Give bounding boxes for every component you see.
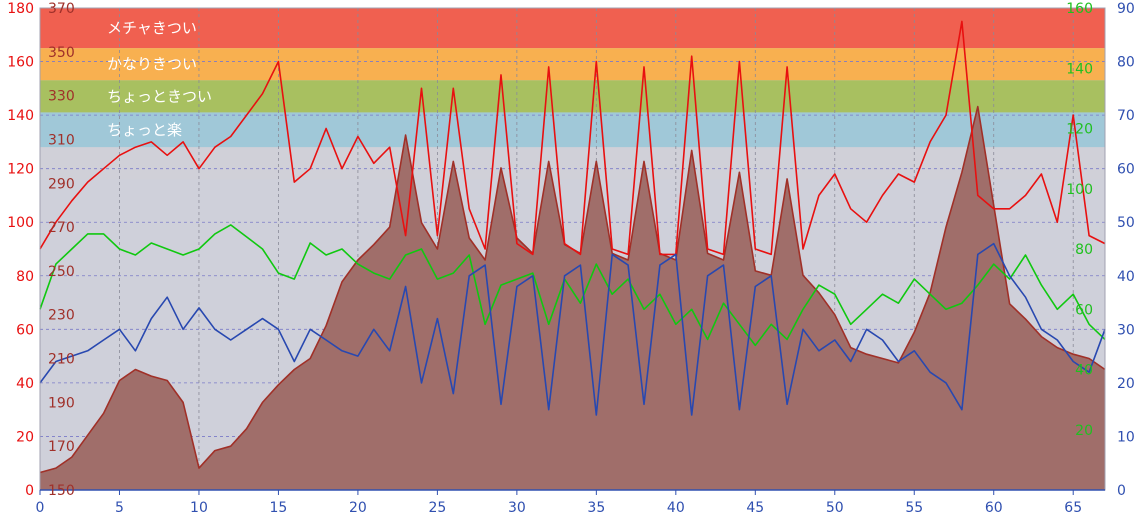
effort-zones: [40, 8, 1105, 180]
inner-left-tick-2: 190: [48, 395, 75, 411]
x-tick-5: 25: [428, 500, 446, 516]
zone-band-3: [40, 112, 1105, 148]
x-tick-4: 20: [349, 500, 367, 516]
x-tick-11: 55: [905, 500, 923, 516]
left-tick-4: 80: [16, 269, 34, 285]
x-tick-3: 15: [270, 500, 288, 516]
inner-left-tick-8: 310: [48, 132, 75, 148]
x-tick-13: 65: [1064, 500, 1082, 516]
x-tick-12: 60: [985, 500, 1003, 516]
right-blue-tick-2: 20: [1117, 376, 1135, 392]
zone-band-0: [40, 8, 1105, 49]
right-blue-tick-4: 40: [1117, 269, 1135, 285]
zone-label-1: かなりきつい: [107, 55, 197, 73]
series-line-3: [39, 242, 1106, 416]
zone-band-4: [40, 147, 1105, 180]
right-blue-tick-9: 90: [1117, 1, 1135, 17]
zone-label-0: メチャきつい: [107, 19, 197, 37]
right-green-tick-5: 120: [1066, 122, 1093, 138]
right-green-tick-2: 60: [1075, 302, 1093, 318]
right-blue-tick-0: 0: [1117, 483, 1126, 499]
left-tick-7: 140: [7, 108, 34, 124]
right-blue-tick-7: 70: [1117, 108, 1135, 124]
inner-left-tick-0: 150: [48, 483, 75, 499]
left-tick-5: 100: [7, 215, 34, 231]
right-blue-tick-6: 60: [1117, 162, 1135, 178]
right-green-tick-7: 160: [1066, 1, 1093, 17]
x-tick-10: 50: [826, 500, 844, 516]
x-tick-0: 0: [36, 500, 45, 516]
left-tick-6: 120: [7, 162, 34, 178]
left-tick-8: 160: [7, 55, 34, 71]
right-blue-tick-8: 80: [1117, 55, 1135, 71]
left-tick-1: 20: [16, 429, 34, 445]
zone-band-1: [40, 48, 1105, 81]
right-green-tick-4: 100: [1066, 182, 1093, 198]
axes: 0204060801001201401601801501701902102302…: [7, 1, 1135, 516]
inner-left-tick-10: 350: [48, 45, 75, 61]
series-line-1: [39, 20, 1106, 256]
right-green-tick-3: 80: [1075, 242, 1093, 258]
left-tick-3: 60: [16, 322, 34, 338]
inner-left-tick-7: 290: [48, 176, 75, 192]
x-tick-7: 35: [587, 500, 605, 516]
left-tick-9: 180: [7, 1, 34, 17]
series-layer: [39, 20, 1106, 490]
series-line-2: [39, 224, 1106, 347]
zone-band-2: [40, 80, 1105, 113]
inner-left-tick-5: 250: [48, 264, 75, 280]
x-tick-8: 40: [667, 500, 685, 516]
inner-left-tick-6: 270: [48, 220, 75, 236]
zone-label-3: ちょっと楽: [107, 121, 182, 139]
x-tick-2: 10: [190, 500, 208, 516]
x-tick-1: 5: [115, 500, 124, 516]
zone-label-2: ちょっときつい: [107, 87, 212, 105]
right-green-tick-6: 140: [1066, 61, 1093, 77]
inner-left-tick-9: 330: [48, 89, 75, 105]
inner-left-tick-11: 370: [48, 1, 75, 17]
inner-left-tick-3: 210: [48, 352, 75, 368]
inner-left-tick-1: 170: [48, 439, 75, 455]
right-blue-tick-5: 50: [1117, 215, 1135, 231]
series-area-0: [40, 106, 1105, 490]
x-tick-9: 45: [746, 500, 764, 516]
left-tick-0: 0: [25, 483, 34, 499]
x-tick-6: 30: [508, 500, 526, 516]
inner-left-tick-4: 230: [48, 308, 75, 324]
right-blue-tick-3: 30: [1117, 322, 1135, 338]
right-blue-tick-1: 10: [1117, 429, 1135, 445]
right-green-tick-0: 20: [1075, 423, 1093, 439]
right-green-tick-1: 40: [1075, 363, 1093, 379]
left-tick-2: 40: [16, 376, 34, 392]
